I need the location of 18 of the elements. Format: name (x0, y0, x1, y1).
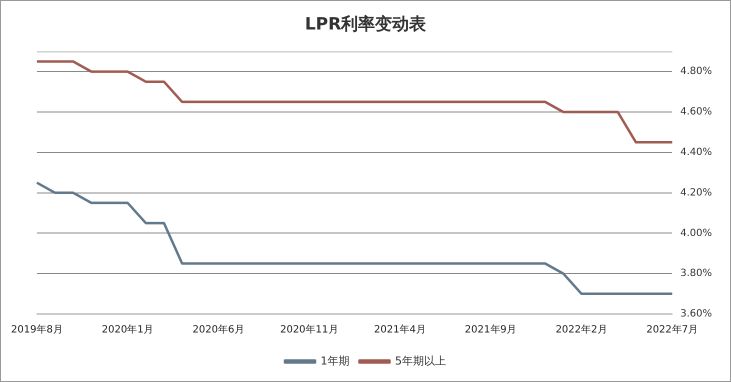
y-tick-label: 3.80% (680, 268, 712, 280)
chart-title: LPR利率变动表 (304, 14, 428, 35)
y-tick-label: 4.80% (680, 66, 712, 78)
y-tick-label: 4.60% (680, 106, 712, 118)
y-tick-label: 4.40% (680, 146, 712, 158)
x-tick-label: 2020年6月 (192, 324, 244, 336)
x-tick-label: 2021年9月 (464, 324, 517, 336)
x-tick-label: 2020年1月 (102, 324, 154, 336)
y-tick-label: 4.20% (680, 187, 712, 198)
legend-label: 1年期 (320, 354, 350, 368)
x-tick-label: 2021年4月 (374, 324, 426, 336)
x-tick-label: 2022年2月 (556, 324, 608, 336)
x-tick-label: 2020年11月 (280, 324, 338, 336)
y-tick-label: 4.00% (680, 228, 712, 239)
x-tick-label: 2022年7月 (646, 324, 698, 336)
legend-label: 5年期以上 (395, 354, 446, 368)
x-tick-label: 2019年8月 (11, 324, 63, 336)
y-tick-label: 3.60% (680, 308, 712, 320)
